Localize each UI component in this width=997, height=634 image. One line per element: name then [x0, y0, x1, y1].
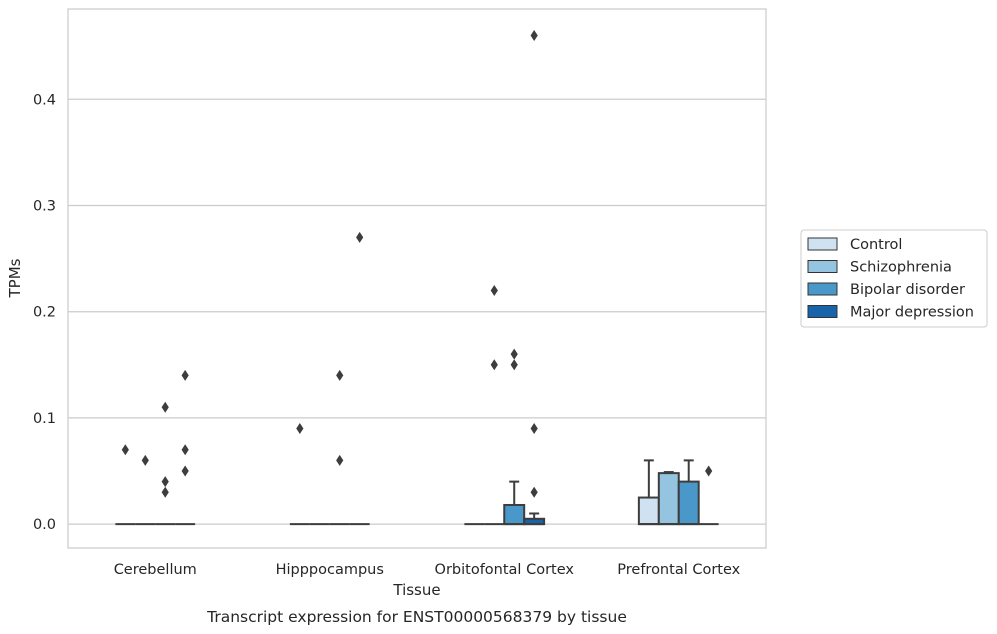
outlier-point — [530, 30, 538, 42]
boxes — [115, 459, 719, 526]
outlier-point — [121, 444, 129, 456]
x-tick-label: Hipppocampus — [276, 562, 384, 578]
box-2-2 — [503, 480, 526, 526]
outlier-point — [530, 423, 538, 435]
outlier-point — [510, 348, 518, 360]
legend-swatch — [807, 237, 838, 251]
outlier-point — [296, 423, 304, 435]
y-axis-label: TPMs — [6, 258, 24, 298]
outlier-point — [490, 359, 498, 371]
legend-label: Major depression — [850, 305, 974, 321]
legend-label: Bipolar disorder — [850, 282, 965, 298]
y-tick-labels: 0.0 0.1 0.2 0.3 0.4 — [33, 92, 56, 533]
legend-swatch — [807, 282, 838, 296]
box-3-0 — [637, 459, 660, 526]
outlier-point — [161, 486, 169, 498]
legend: Control Schizophrenia Bipolar disorder Majo… — [800, 229, 988, 328]
box-3-1 — [657, 471, 680, 526]
outlier-point — [336, 369, 344, 381]
outlier-point — [161, 401, 169, 413]
outlier-point — [530, 486, 538, 498]
box-body — [637, 496, 660, 526]
outlier-point — [181, 444, 189, 456]
outlier-point — [181, 465, 189, 477]
outlier-points — [121, 30, 713, 498]
legend-swatch — [807, 305, 838, 318]
box-body — [677, 480, 700, 526]
gridlines — [68, 98, 766, 525]
outlier-point — [490, 284, 498, 296]
legend-swatch — [807, 260, 838, 273]
y-tick-label: 0.4 — [33, 92, 56, 108]
box-body — [503, 503, 526, 526]
outlier-point — [356, 231, 364, 243]
x-tick-label: Prefrontal Cortex — [617, 562, 740, 578]
x-axis-label: Tissue — [392, 581, 440, 599]
y-tick-label: 0.0 — [33, 517, 56, 533]
legend-label: Schizophrenia — [850, 260, 952, 276]
outlier-point — [161, 476, 169, 488]
x-tick-label: Orbitofontal Cortex — [435, 562, 575, 578]
outlier-point — [705, 465, 713, 477]
y-tick-label: 0.1 — [33, 411, 56, 427]
legend-frame — [800, 229, 988, 328]
box-2-3 — [523, 512, 546, 526]
y-tick-label: 0.3 — [33, 198, 56, 214]
outlier-point — [141, 454, 149, 466]
outlier-point — [510, 359, 518, 371]
chart-caption: Transcript expression for ENST0000056837… — [206, 608, 627, 626]
box-3-2 — [677, 459, 700, 526]
plot-frame — [67, 8, 767, 549]
y-tick-label: 0.2 — [33, 305, 56, 321]
outlier-point — [336, 454, 344, 466]
x-tick-label: Cerebellum — [114, 562, 197, 578]
x-tick-labels: Cerebellum Hipppocampus Orbitofontal Corte… — [114, 562, 741, 578]
outlier-point — [181, 369, 189, 381]
box-body — [657, 472, 680, 526]
legend-label: Control — [850, 237, 902, 253]
